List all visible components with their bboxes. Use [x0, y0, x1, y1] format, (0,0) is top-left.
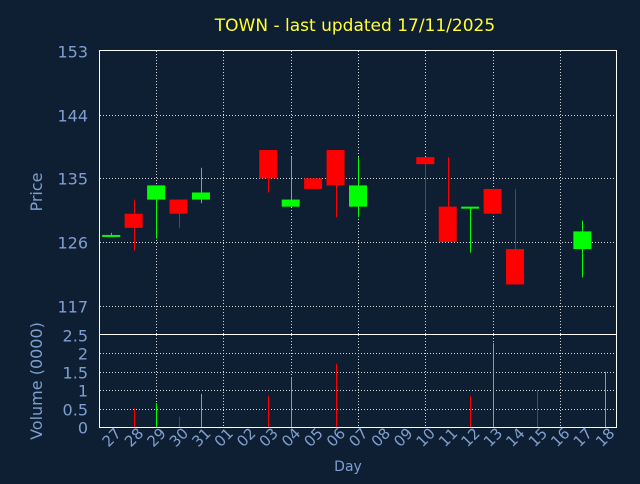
candle-body	[573, 231, 592, 250]
candle-body	[483, 188, 502, 214]
volume-y-tick-label: 0	[78, 419, 88, 438]
volume-plot-frame	[99, 334, 617, 428]
x-tick-labels: 2728293031010203040506070809101112131415…	[99, 424, 619, 450]
volume-y-tick-labels: 00.511.522.5	[63, 327, 88, 438]
candles	[102, 150, 592, 285]
candle	[281, 157, 300, 207]
chart-title: TOWN - last updated 17/11/2025	[214, 16, 495, 36]
candle-body	[349, 185, 367, 207]
candle	[191, 167, 210, 204]
candle	[416, 157, 435, 211]
candle	[147, 185, 166, 239]
price-y-tick-label: 117	[57, 298, 88, 317]
candle-body	[169, 199, 188, 214]
volume-y-tick-label: 0.5	[63, 401, 88, 420]
candle-body	[102, 234, 121, 237]
candle	[461, 206, 480, 253]
candle-body	[191, 192, 210, 200]
candle	[573, 220, 592, 278]
candle	[169, 199, 188, 228]
candle-body	[259, 150, 278, 179]
candle-body	[147, 185, 166, 200]
candle	[124, 199, 143, 251]
volume-panel: 00.511.522.5 Volume (0000)	[27, 322, 617, 440]
price-y-tick-label: 144	[57, 107, 88, 126]
volume-bars	[134, 343, 606, 427]
price-panel: 117 126 135 144 153 Price	[27, 43, 617, 335]
price-y-tick-label: 153	[57, 43, 88, 62]
candle	[438, 157, 457, 243]
volume-y-tick-label: 2	[78, 345, 88, 364]
price-y-tick-label: 135	[57, 170, 88, 189]
candle	[102, 232, 121, 237]
price-axis-label: Price	[27, 172, 46, 211]
x-tick-label: 18	[592, 424, 618, 450]
candle-body	[281, 199, 300, 207]
candle-body	[416, 157, 435, 165]
volume-y-tick-label: 1	[78, 382, 88, 401]
candle	[326, 150, 345, 218]
price-y-tick-label: 126	[57, 234, 88, 253]
candle	[304, 178, 323, 189]
candle-body	[438, 206, 457, 243]
candle	[506, 188, 525, 285]
x-axis-label: Day	[334, 459, 362, 475]
candle-body	[124, 213, 143, 228]
candle-body	[461, 206, 480, 209]
volume-axis-label: Volume (0000)	[27, 322, 46, 440]
volume-y-tick-label: 2.5	[63, 327, 88, 346]
candle-body	[506, 249, 525, 285]
price-y-tick-labels: 117 126 135 144 153	[57, 43, 88, 317]
candle	[349, 157, 367, 218]
candle-body	[326, 150, 345, 186]
volume-y-tick-label: 1.5	[63, 364, 88, 383]
candle-body	[304, 178, 323, 189]
volume-gridlines	[100, 335, 616, 427]
candle	[259, 150, 278, 193]
candle	[483, 188, 502, 214]
